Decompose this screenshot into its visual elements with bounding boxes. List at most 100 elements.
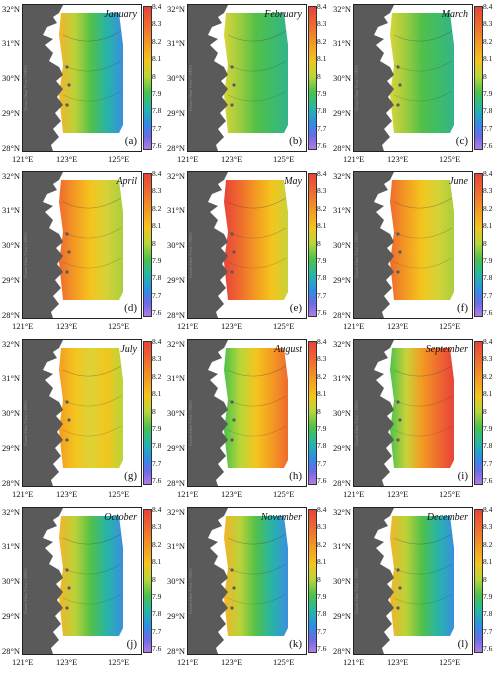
colorbar-tick-label: 7.8 — [483, 106, 493, 116]
colorbar-tick-label: 7.6 — [152, 644, 162, 654]
longitude-tick-label: 125°E — [273, 321, 295, 331]
longitude-tick-label: 125°E — [108, 657, 130, 667]
longitude-tick-label: 123°E — [56, 489, 78, 499]
latitude-tick-label: 30°N — [333, 576, 352, 586]
colorbar-tick-label: 7.7 — [152, 626, 162, 636]
data-coverage-area — [390, 180, 454, 300]
colorbar-tick-label: 7.9 — [317, 424, 327, 433]
colorbar — [474, 6, 483, 150]
coastline-land — [188, 508, 228, 654]
colorbar-tick-label: 8 — [152, 71, 156, 81]
month-title: May — [284, 176, 302, 187]
map-frame: December (l) Ocean Data View / DIVA — [353, 507, 473, 655]
panel-label: (e) — [289, 302, 302, 314]
data-coverage-area — [390, 348, 454, 468]
month-title: November — [260, 512, 302, 523]
pH-field-map — [188, 508, 288, 654]
latitude-tick-label: 28°N — [167, 310, 186, 320]
map-frame: March (c) Ocean Data View / DIVA — [353, 4, 473, 152]
map-frame: June (f) Ocean Data View / DIVA — [353, 171, 473, 319]
colorbar-tick-label: 8.4 — [317, 337, 327, 346]
map-panel-april: April (d) Ocean Data View / DIVA 32°N 31°N 30… — [2, 167, 168, 335]
colorbar-tick-label: 7.7 — [317, 290, 327, 300]
colorbar — [143, 6, 152, 150]
colorbar — [474, 341, 483, 485]
colorbar-tick-label: 8.4 — [152, 505, 162, 514]
latitude-tick-label: 30°N — [333, 240, 352, 250]
colorbar-tick-label: 7.9 — [317, 256, 327, 265]
panel-label: (l) — [457, 638, 468, 650]
longitude-tick-label: 125°E — [273, 154, 295, 164]
colorbar-tick-label: 7.6 — [317, 644, 327, 654]
watermark: Ocean Data View / DIVA — [354, 568, 359, 614]
colorbar-tick-label: 8.1 — [483, 389, 493, 399]
colorbar-tick-label: 7.7 — [152, 123, 162, 133]
colorbar-tick-label: 8.2 — [152, 203, 162, 213]
colorbar-tick-label: 8.3 — [317, 522, 327, 532]
colorbar-tick-label: 7.8 — [483, 273, 493, 283]
colorbar-tick-label: 7.9 — [483, 592, 493, 601]
colorbar-tick-label: 7.9 — [483, 89, 493, 98]
latitude-tick-label: 30°N — [167, 240, 186, 250]
colorbar-tick-label: 8.4 — [483, 169, 493, 178]
map-panel-may: May (e) Ocean Data View / DIVA 32°N 31°N 30°N… — [167, 167, 333, 335]
colorbar-tick-label: 8.1 — [152, 54, 162, 64]
longitude-tick-label: 121°E — [343, 657, 365, 667]
longitude-tick-label: 121°E — [177, 321, 199, 331]
colorbar-tick-label: 8.3 — [152, 354, 162, 364]
latitude-tick-label: 29°N — [167, 275, 186, 285]
colorbar-tick-label: 7.6 — [483, 644, 493, 654]
latitude-tick-label: 32°N — [167, 4, 186, 14]
longitude-tick-label: 123°E — [387, 657, 409, 667]
longitude-tick-label: 121°E — [177, 489, 199, 499]
longitude-tick-label: 123°E — [221, 489, 243, 499]
colorbar — [143, 509, 152, 653]
pH-field-map — [23, 5, 123, 151]
month-title: June — [449, 176, 468, 187]
latitude-tick-label: 28°N — [167, 478, 186, 488]
longitude-tick-label: 121°E — [12, 321, 34, 331]
colorbar-tick-label: 7.9 — [483, 424, 493, 433]
colorbar-tick-label: 7.8 — [483, 441, 493, 451]
colorbar-tick-label: 7.7 — [317, 458, 327, 468]
map-panel-october: October (j) Ocean Data View / DIVA 32°N 31°N… — [2, 503, 168, 671]
latitude-tick-label: 32°N — [333, 507, 352, 517]
colorbar-tick-label: 7.7 — [483, 123, 493, 133]
data-coverage-area — [390, 516, 454, 636]
longitude-tick-label: 123°E — [387, 321, 409, 331]
colorbar-tick-label: 8.1 — [317, 54, 327, 64]
map-panel-july: July (g) Ocean Data View / DIVA 32°N 31°N 30°… — [2, 335, 168, 503]
latitude-tick-label: 30°N — [2, 408, 21, 418]
watermark: Ocean Data View / DIVA — [188, 568, 193, 614]
colorbar-tick-label: 8.2 — [483, 203, 493, 213]
colorbar-tick-label: 7.9 — [483, 256, 493, 265]
colorbar-tick-label: 7.8 — [317, 106, 327, 116]
colorbar-tick-label: 8.4 — [317, 505, 327, 514]
panel-label: (b) — [289, 135, 302, 147]
colorbar-tick-label: 8.3 — [317, 19, 327, 29]
panel-label: (i) — [457, 470, 468, 482]
colorbar-tick-label: 7.8 — [152, 273, 162, 283]
map-panel-february: February (b) Ocean Data View / DIVA 32°N 31°… — [167, 0, 333, 168]
map-frame: February (b) Ocean Data View / DIVA — [187, 4, 307, 152]
month-title: August — [274, 344, 302, 355]
longitude-tick-label: 121°E — [12, 657, 34, 667]
latitude-tick-label: 31°N — [167, 205, 186, 215]
watermark: Ocean Data View / DIVA — [23, 400, 28, 446]
colorbar — [474, 509, 483, 653]
longitude-tick-label: 125°E — [439, 321, 461, 331]
month-title: March — [441, 9, 468, 20]
month-title: September — [425, 344, 468, 355]
longitude-tick-label: 125°E — [108, 154, 130, 164]
latitude-tick-label: 32°N — [167, 507, 186, 517]
month-title: October — [104, 512, 137, 523]
latitude-tick-label: 31°N — [333, 205, 352, 215]
colorbar-tick-label: 8 — [317, 238, 321, 248]
longitude-tick-label: 121°E — [343, 154, 365, 164]
colorbar-tick-label: 7.7 — [317, 626, 327, 636]
colorbar-tick-label: 8.3 — [483, 522, 493, 532]
longitude-tick-label: 123°E — [221, 321, 243, 331]
colorbar-tick-label: 8 — [152, 574, 156, 584]
colorbar-tick-label: 7.8 — [483, 609, 493, 619]
colorbar — [308, 173, 317, 317]
